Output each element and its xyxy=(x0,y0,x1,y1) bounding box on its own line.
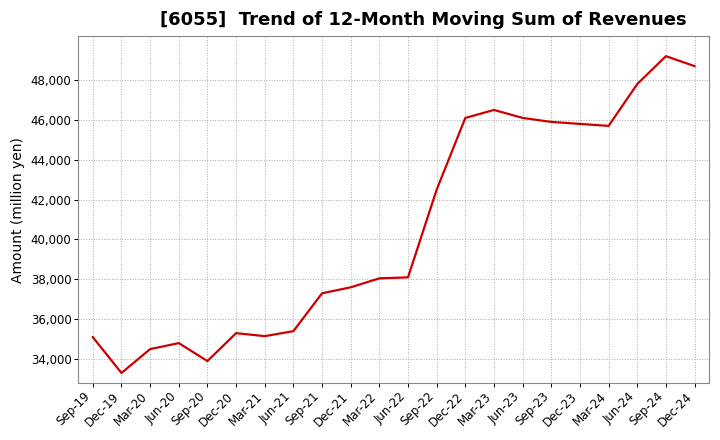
Y-axis label: Amount (million yen): Amount (million yen) xyxy=(11,137,25,282)
Text: [6055]  Trend of 12-Month Moving Sum of Revenues: [6055] Trend of 12-Month Moving Sum of R… xyxy=(161,11,687,29)
